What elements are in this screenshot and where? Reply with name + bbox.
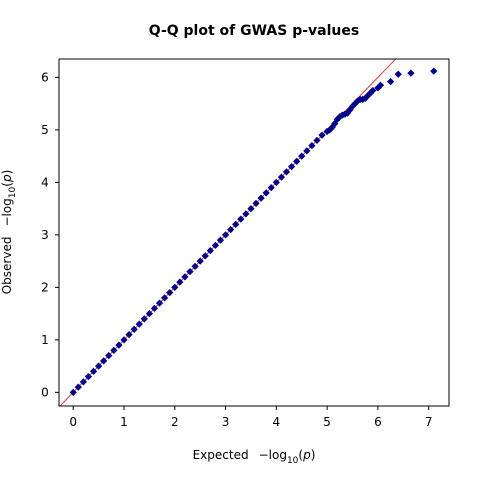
data-point — [386, 77, 395, 86]
data-point — [140, 315, 148, 323]
data-point — [232, 220, 240, 228]
data-point — [430, 67, 438, 75]
x-tick-label: 4 — [273, 415, 281, 429]
data-point — [293, 157, 301, 165]
x-axis-label: Expected −log10(p) — [193, 448, 316, 466]
data-point — [227, 225, 235, 234]
chart-title: Q-Q plot of GWAS p-values — [149, 23, 359, 39]
data-point — [94, 362, 103, 370]
data-point — [89, 367, 98, 375]
data-point — [303, 147, 311, 155]
data-point — [191, 262, 199, 270]
data-point — [211, 241, 220, 249]
data-point — [79, 378, 87, 386]
y-tick-label: 4 — [41, 175, 49, 189]
data-point — [216, 236, 225, 244]
data-point — [135, 320, 143, 328]
data-point — [181, 273, 189, 281]
data-point — [115, 341, 123, 349]
data-point — [282, 168, 291, 176]
y-axis-label: Observed−log10(p) — [0, 170, 18, 295]
data-point — [394, 70, 402, 78]
data-point — [120, 336, 128, 344]
data-points — [69, 67, 438, 396]
data-point — [369, 86, 377, 95]
data-point — [221, 231, 230, 239]
plot-frame — [58, 58, 450, 407]
data-point — [237, 215, 245, 223]
data-point — [407, 69, 415, 77]
data-point — [262, 189, 270, 197]
data-point — [130, 325, 138, 333]
x-tick-label: 6 — [374, 415, 382, 429]
data-point — [247, 204, 255, 213]
data-point — [84, 372, 93, 381]
data-point — [272, 178, 280, 186]
y-tick-label: 1 — [41, 333, 49, 347]
data-point — [150, 304, 159, 312]
x-tick-label: 3 — [222, 415, 230, 429]
y-tick-label: 6 — [41, 70, 49, 84]
data-point — [110, 346, 118, 354]
x-tick-label: 5 — [323, 415, 331, 429]
x-tick-label: 1 — [120, 415, 128, 429]
data-point — [100, 357, 108, 365]
x-tick-label: 0 — [69, 415, 77, 429]
data-point — [257, 194, 265, 202]
data-point — [308, 141, 316, 150]
data-point — [125, 330, 133, 339]
data-point — [277, 173, 286, 181]
data-point — [145, 309, 154, 318]
data-point — [206, 246, 214, 255]
y-tick-label: 0 — [41, 385, 49, 399]
data-point — [201, 252, 209, 260]
y-tick-label: 3 — [41, 228, 49, 242]
data-point — [186, 267, 194, 276]
data-point — [74, 383, 82, 391]
data-point — [105, 351, 113, 360]
x-tick-label: 2 — [171, 415, 179, 429]
data-point — [166, 288, 174, 297]
y-axis-ticks: 0 1 2 3 4 5 6 — [41, 70, 59, 399]
x-tick-label: 7 — [425, 415, 433, 429]
data-point — [267, 183, 275, 192]
data-point — [242, 210, 250, 218]
data-point — [313, 136, 321, 144]
data-point — [69, 388, 77, 396]
data-point — [298, 152, 306, 160]
data-point — [287, 162, 296, 171]
data-point — [161, 294, 169, 302]
data-point — [252, 199, 260, 207]
y-tick-label: 5 — [41, 123, 49, 137]
data-point — [318, 131, 326, 139]
x-axis-ticks: 0 1 2 3 4 5 6 7 — [69, 406, 433, 429]
data-point — [376, 81, 385, 89]
y-tick-label: 2 — [41, 280, 49, 294]
data-point — [155, 299, 164, 307]
data-point — [171, 283, 179, 291]
data-point — [196, 257, 204, 265]
data-point — [176, 278, 184, 286]
